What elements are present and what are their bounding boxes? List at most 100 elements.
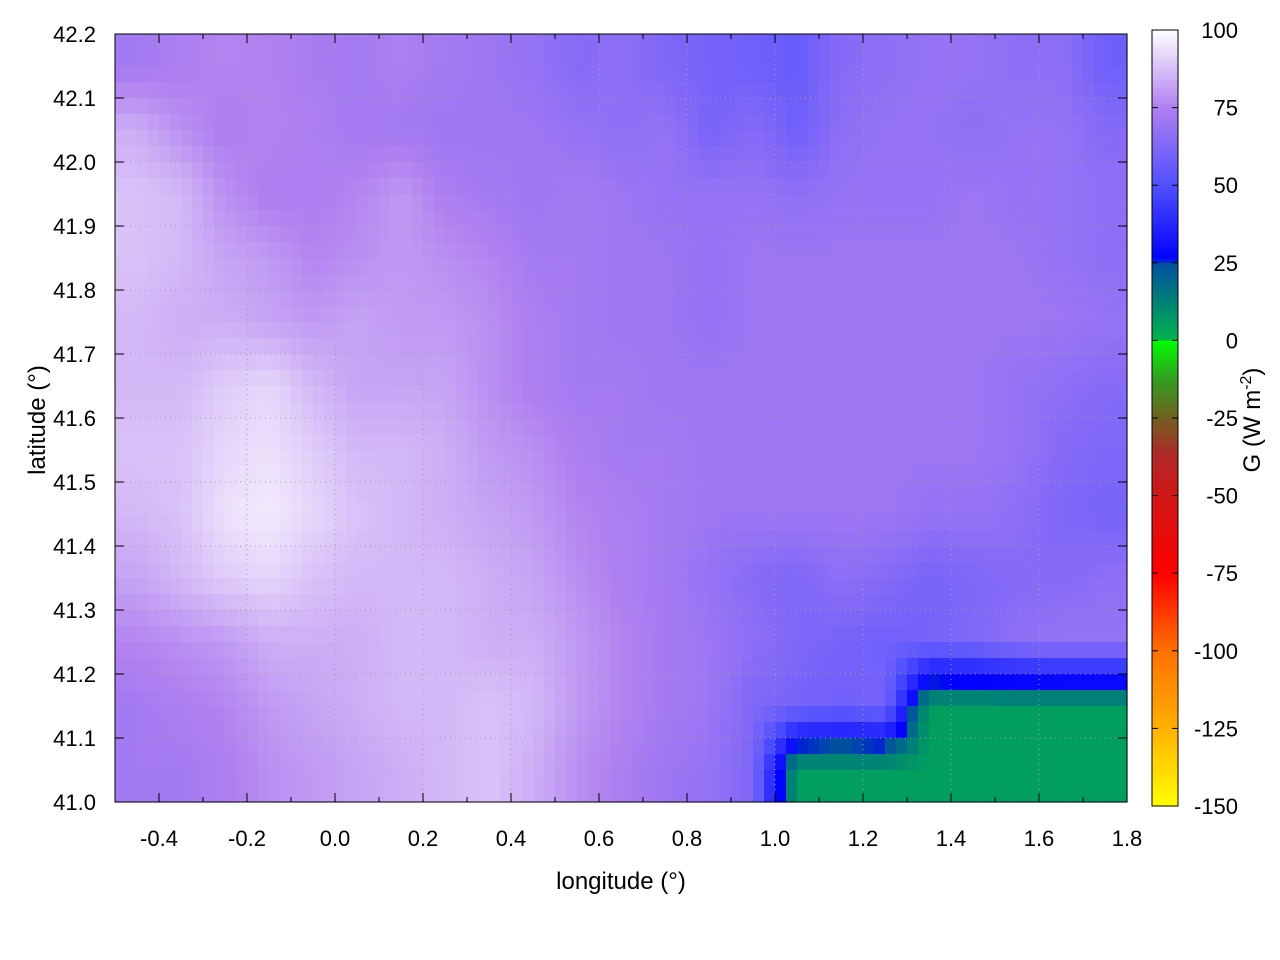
colorbar-segment	[1152, 363, 1178, 369]
heatmap-cell	[698, 578, 710, 595]
heatmap-cell	[951, 338, 963, 355]
colorbar-segment	[1152, 200, 1178, 206]
heatmap-cell	[984, 610, 996, 627]
colorbar-segment	[1152, 569, 1178, 574]
heatmap-cell	[588, 338, 600, 355]
heatmap-cell	[489, 642, 501, 659]
heatmap-cell	[236, 770, 248, 787]
heatmap-cell	[500, 242, 512, 259]
heatmap-cell	[632, 626, 644, 643]
heatmap-cell	[467, 530, 479, 547]
heatmap-cell	[962, 210, 974, 227]
heatmap-cell	[500, 354, 512, 371]
heatmap-cell	[236, 466, 248, 483]
heatmap-cell	[929, 658, 941, 675]
heatmap-cell	[489, 146, 501, 163]
heatmap-cell	[1039, 722, 1051, 739]
heatmap-cell	[643, 242, 655, 259]
heatmap-cell	[511, 482, 523, 499]
heatmap-cell	[599, 162, 611, 179]
heatmap-cell	[346, 754, 358, 771]
heatmap-cell	[379, 514, 391, 531]
heatmap-cell	[401, 402, 413, 419]
heatmap-cell	[1072, 466, 1084, 483]
heatmap-cell	[687, 146, 699, 163]
heatmap-cell	[742, 466, 754, 483]
heatmap-cell	[841, 114, 853, 131]
heatmap-cell	[170, 610, 182, 627]
heatmap-cell	[1028, 738, 1040, 755]
heatmap-cell	[401, 722, 413, 739]
heatmap-cell	[566, 578, 578, 595]
heatmap-cell	[786, 482, 798, 499]
heatmap-cell	[434, 466, 446, 483]
heatmap-cell	[148, 434, 160, 451]
heatmap-cell	[742, 450, 754, 467]
heatmap-cell	[918, 738, 930, 755]
heatmap-cell	[808, 258, 820, 275]
heatmap-cell	[1028, 642, 1040, 659]
heatmap-cell	[643, 370, 655, 387]
heatmap-cell	[258, 194, 270, 211]
heatmap-cell	[1039, 146, 1051, 163]
heatmap-cell	[995, 98, 1007, 115]
heatmap-cell	[126, 370, 138, 387]
heatmap-cell	[995, 434, 1007, 451]
heatmap-cell	[720, 210, 732, 227]
heatmap-cell	[1050, 418, 1062, 435]
heatmap-cell	[885, 50, 897, 67]
heatmap-cell	[247, 210, 259, 227]
heatmap-cell	[863, 226, 875, 243]
heatmap-cell	[555, 658, 567, 675]
heatmap-cell	[115, 514, 127, 531]
heatmap-cell	[379, 114, 391, 131]
heatmap-cell	[137, 50, 149, 67]
heatmap-cell	[291, 66, 303, 83]
heatmap-cell	[302, 226, 314, 243]
colorbar-segment	[1152, 437, 1178, 442]
heatmap-cell	[698, 642, 710, 659]
heatmap-cell	[1039, 178, 1051, 195]
heatmap-cell	[390, 338, 402, 355]
heatmap-cell	[962, 226, 974, 243]
heatmap-cell	[819, 146, 831, 163]
heatmap-cell	[335, 434, 347, 451]
heatmap-cell	[445, 754, 457, 771]
heatmap-cell	[1028, 162, 1040, 179]
heatmap-cell	[214, 290, 226, 307]
heatmap-cell	[544, 402, 556, 419]
heatmap-cell	[1028, 514, 1040, 531]
heatmap-cell	[665, 578, 677, 595]
heatmap-cell	[599, 226, 611, 243]
heatmap-cell	[181, 338, 193, 355]
heatmap-cell	[665, 178, 677, 195]
heatmap-cell	[896, 178, 908, 195]
heatmap-cell	[588, 578, 600, 595]
heatmap-cell	[258, 162, 270, 179]
heatmap-cell	[269, 706, 281, 723]
heatmap-cell	[478, 338, 490, 355]
heatmap-cell	[192, 274, 204, 291]
heatmap-cell	[566, 370, 578, 387]
heatmap-cell	[137, 178, 149, 195]
heatmap-cell	[511, 98, 523, 115]
heatmap-cell	[698, 370, 710, 387]
heatmap-cell	[445, 274, 457, 291]
heatmap-cell	[269, 98, 281, 115]
heatmap-cell	[786, 434, 798, 451]
heatmap-cell	[951, 786, 963, 803]
heatmap-cell	[434, 690, 446, 707]
heatmap-cell	[643, 210, 655, 227]
heatmap-cell	[478, 146, 490, 163]
heatmap-cell	[346, 578, 358, 595]
heatmap-cell	[467, 82, 479, 99]
heatmap-cell	[786, 610, 798, 627]
heatmap-cell	[423, 322, 435, 339]
heatmap-cell	[786, 450, 798, 467]
heatmap-cell	[709, 34, 721, 51]
colorbar-segment	[1152, 674, 1178, 679]
heatmap-cell	[412, 82, 424, 99]
heatmap-cell	[313, 642, 325, 659]
heatmap-cell	[522, 146, 534, 163]
heatmap-cell	[401, 546, 413, 563]
